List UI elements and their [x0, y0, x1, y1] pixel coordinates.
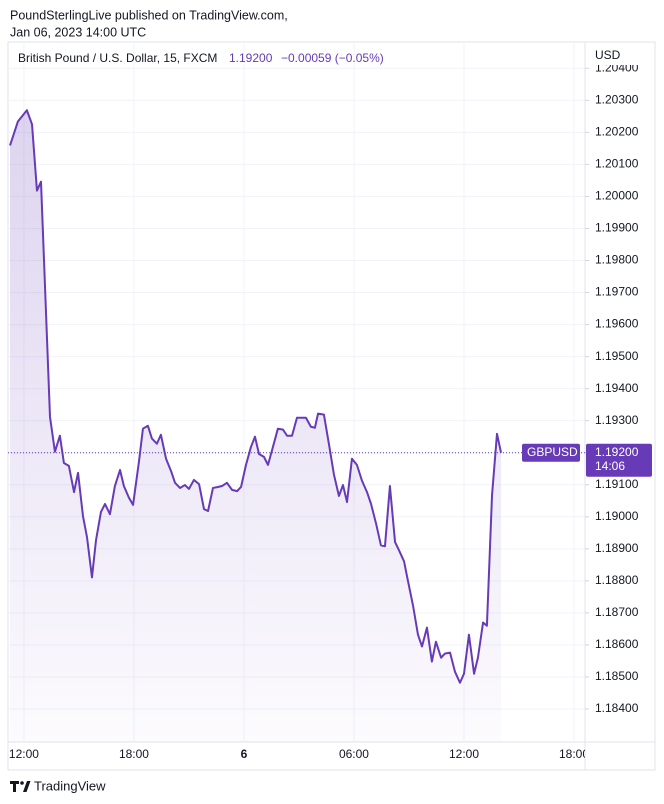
legend-change: −0.00059 (−0.05%) — [281, 51, 384, 65]
x-tick-label: 6 — [241, 747, 248, 761]
y-tick-label: 1.19900 — [595, 221, 639, 235]
x-tick-label: 06:00 — [339, 747, 369, 761]
logo-t — [10, 781, 19, 792]
logo-v — [23, 781, 31, 792]
publisher: PoundSterlingLive published on TradingVi… — [10, 8, 288, 22]
y-tick-label: 1.18400 — [595, 701, 639, 715]
logo-dot — [20, 781, 24, 785]
y-tick-label: 1.18800 — [595, 573, 639, 587]
y-tick-label: 1.18700 — [595, 605, 639, 619]
y-tick-label: 1.19600 — [595, 317, 639, 331]
price-tag-time: 14:06 — [595, 459, 625, 473]
y-tick-label: 1.19700 — [595, 285, 639, 299]
line — [9, 109, 503, 684]
legend-title: British Pound / U.S. Dollar, 15, FXCM — [18, 51, 217, 65]
x-tick-label: 18:00 — [559, 747, 589, 761]
y-tick-label: 1.20000 — [595, 189, 639, 203]
chart-frame — [7, 41, 656, 771]
y-tick-label: 1.19400 — [595, 381, 639, 395]
legend-price: 1.19200 — [229, 51, 273, 65]
y-tick-label: 1.18500 — [595, 669, 639, 683]
plot — [8, 109, 585, 742]
publish-date: Jan 06, 2023 14:00 UTC — [10, 25, 146, 39]
price-tag — [586, 443, 652, 477]
price-tag-value: 1.19200 — [595, 445, 639, 459]
area — [10, 110, 502, 742]
y-tick-label: 1.19100 — [595, 477, 639, 491]
time-axis: 12:00 18:00 6 06:00 12:00 18:00 — [9, 747, 589, 761]
y-tick-label: 1.20200 — [595, 125, 639, 139]
footer-logo — [10, 781, 31, 792]
y-tick-label: 1.19000 — [595, 509, 639, 523]
footer-brand: TradingView — [34, 778, 106, 793]
y-tick-label: 1.20100 — [595, 157, 639, 171]
y-tick-label: 1.18900 — [595, 541, 639, 555]
y-tick-label: 1.18600 — [595, 637, 639, 651]
series-tag — [522, 443, 580, 462]
y-tick-label: 1.20300 — [595, 92, 639, 106]
x-tick-label: 12:00 — [449, 747, 479, 761]
price-axis: 1.18400 1.18500 1.18600 1.18700 1.18800 1.189… — [585, 60, 639, 715]
series-tag-label: GBPUSD — [527, 445, 578, 459]
y-tick-label: 1.19300 — [595, 413, 639, 427]
y-tick-label: 1.19800 — [595, 253, 639, 267]
x-tick-label: 12:00 — [9, 747, 39, 761]
axis-header-bg — [586, 43, 654, 65]
y-tick-label: 1.19500 — [595, 349, 639, 363]
x-tick-label: 18:00 — [119, 747, 149, 761]
axis-unit: USD — [595, 48, 621, 62]
